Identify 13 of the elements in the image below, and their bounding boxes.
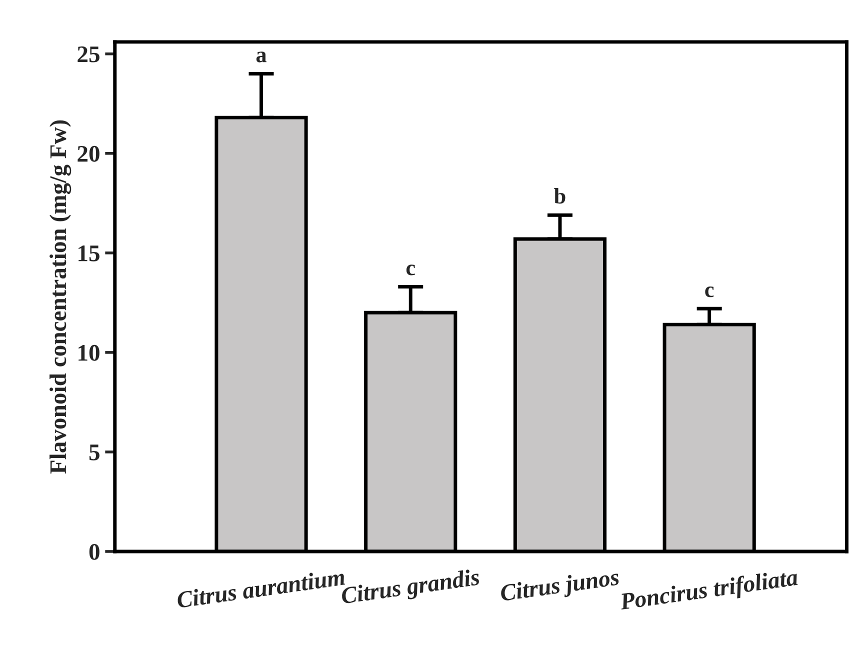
x-tick-label: Citrus junos	[500, 568, 620, 606]
y-axis-title: Flavonoid concentration (mg/g Fw)	[50, 120, 72, 474]
annotation: c	[705, 286, 714, 298]
y-tick-label: 20	[78, 146, 100, 162]
annotation: b	[554, 188, 566, 204]
y-tick-label: 15	[78, 246, 100, 262]
y-tick-label: 10	[78, 344, 100, 361]
y-tick-label: 5	[89, 444, 100, 460]
y-tick-label: 0	[89, 544, 100, 560]
x-tick-label: Poncirus trifoliata	[619, 568, 799, 615]
y-tick-label: 25	[78, 46, 100, 62]
annotation: c	[406, 264, 415, 276]
annotation: a	[256, 52, 266, 62]
